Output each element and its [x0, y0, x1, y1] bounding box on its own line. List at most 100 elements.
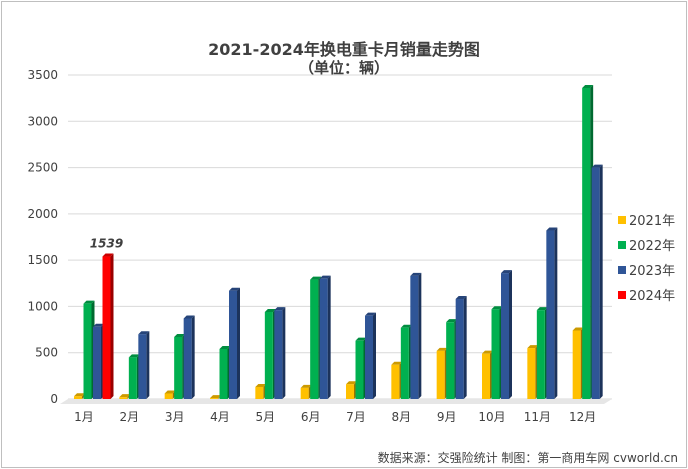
bars: [74, 84, 603, 400]
bar: [128, 357, 137, 399]
bar: [255, 386, 264, 399]
chart-subtitle: （单位：辆）: [298, 59, 389, 77]
bar-top: [527, 345, 539, 349]
legend-label: 2022年: [629, 239, 675, 254]
bar-top: [219, 346, 231, 350]
legend-label: 2023年: [629, 264, 675, 279]
y-axis: 0 500 1000 1500 2000 2500 3000 3500: [27, 68, 58, 406]
bar: [264, 311, 273, 399]
bar-top: [436, 347, 448, 351]
x-tick-label: 9月: [437, 410, 457, 424]
bar-top: [183, 315, 195, 319]
x-tick-label: 4月: [210, 410, 230, 424]
x-tick-label: 3月: [165, 410, 185, 424]
bar: [491, 309, 500, 399]
bar-side: [146, 331, 150, 399]
x-tick-label: 11月: [524, 410, 551, 424]
y-tick-label: 500: [35, 346, 58, 360]
bar-side: [373, 312, 376, 399]
legend-swatch: [618, 291, 626, 299]
x-tick-label: 7月: [346, 410, 366, 424]
bar-side: [327, 275, 331, 399]
legend-swatch: [618, 216, 626, 224]
source-note: 数据来源：交强险统计 制图：第一商用车网 cvworld.cn: [377, 451, 678, 465]
y-tick-label: 1500: [27, 253, 58, 267]
bar-top: [491, 306, 503, 310]
legend-label: 2024年: [629, 289, 675, 304]
bar-top: [255, 383, 267, 387]
bar: [355, 340, 364, 399]
bar-top: [83, 300, 95, 304]
bar: [300, 387, 309, 399]
bar-top: [582, 84, 594, 88]
bar: [591, 167, 600, 399]
bar-top: [501, 270, 512, 274]
bar: [527, 348, 536, 399]
bar: [572, 330, 581, 399]
x-tick-label: 2月: [120, 410, 140, 424]
data-label: 1539: [90, 237, 123, 251]
bar: [546, 230, 555, 399]
x-tick-label: 8月: [392, 410, 412, 424]
bar-top: [310, 276, 322, 280]
data-labels: 1539: [90, 237, 123, 251]
bar-top: [210, 395, 221, 399]
bar: [536, 310, 545, 399]
bar: [229, 290, 237, 399]
bar: [164, 393, 173, 399]
bar: [310, 279, 319, 399]
x-tick-label: 6月: [301, 410, 321, 424]
bar-top: [138, 331, 150, 335]
bar-top: [410, 272, 422, 276]
bar: [119, 397, 128, 399]
bar-top: [482, 350, 493, 354]
bar: [391, 364, 400, 399]
y-tick-label: 1000: [27, 299, 58, 313]
y-tick-label: 3500: [27, 68, 58, 82]
bar-side: [237, 287, 240, 399]
bar-top: [229, 287, 240, 291]
bar: [400, 327, 409, 399]
bar: [582, 87, 591, 400]
y-tick-label: 2500: [27, 161, 58, 175]
bar-top: [536, 307, 548, 311]
bar-top: [128, 354, 140, 358]
bar-top: [400, 324, 412, 328]
x-tick-label: 1月: [74, 410, 94, 424]
y-tick-label: 3000: [27, 114, 58, 128]
chart-title: 2021-2024年换电重卡月销量走势图: [208, 40, 480, 59]
bar-top: [274, 307, 286, 311]
bar: [210, 398, 218, 399]
bar-top: [546, 227, 558, 231]
bar-top: [174, 333, 186, 337]
bar-top: [319, 275, 331, 279]
bar-side: [554, 227, 558, 399]
bar-top: [455, 296, 467, 300]
bar: [74, 396, 82, 399]
gridlines: [60, 74, 612, 404]
bar: [436, 350, 445, 399]
bar: [102, 256, 111, 399]
legend-swatch: [618, 266, 626, 274]
bar-top: [74, 393, 85, 397]
bar-top: [391, 361, 403, 365]
bar: [482, 353, 490, 399]
bar-top: [346, 381, 357, 385]
y-tick-label: 0: [50, 392, 58, 406]
bar: [138, 334, 147, 399]
bar-side: [418, 272, 422, 399]
legend-swatch: [618, 241, 626, 249]
bar: [346, 384, 354, 399]
x-axis: 1月 2月 3月 4月 5月 6月 7月 8月 9月 10月 11月 12月: [74, 410, 596, 424]
chart-floor: [60, 399, 612, 404]
bar-side: [282, 307, 286, 399]
bar: [501, 273, 509, 399]
legend-label: 2021年: [629, 214, 675, 229]
bar: [455, 299, 464, 399]
bar-top: [591, 164, 603, 168]
bar-top: [164, 390, 176, 394]
bar-side: [110, 253, 114, 399]
bar: [83, 303, 92, 399]
bar: [319, 278, 328, 399]
